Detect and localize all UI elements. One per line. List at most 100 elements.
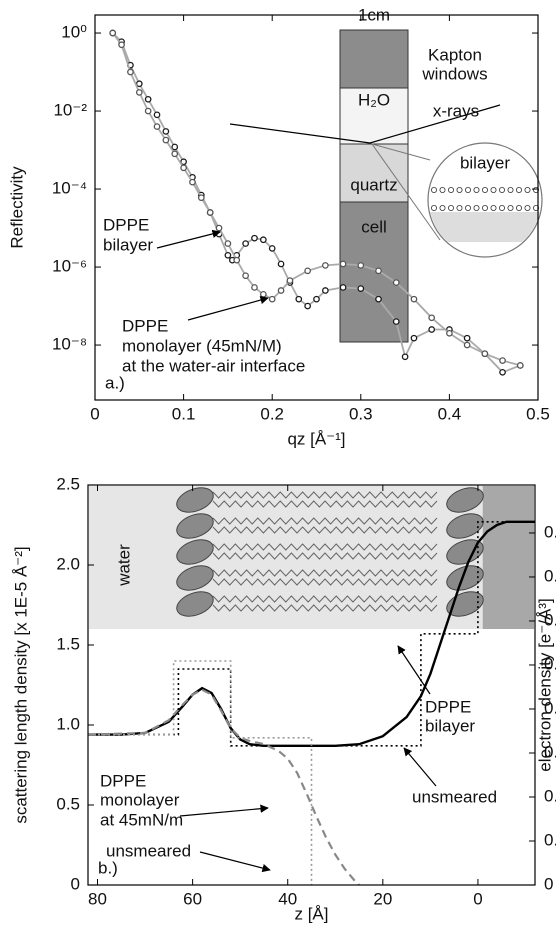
profile-line [88, 660, 313, 885]
lipid-tail [212, 569, 438, 577]
annotation-text: Kapton [428, 45, 482, 64]
zoom-line [371, 143, 431, 161]
data-point [410, 334, 418, 342]
y2-tick-label: 0.6 [544, 610, 556, 629]
lipid-head [507, 186, 514, 193]
data-point [109, 29, 117, 37]
data-point [463, 334, 471, 342]
y2-tick-label: 0.7 [544, 566, 556, 585]
y2-tick-label: 0.8 [544, 522, 556, 541]
lipid-head [473, 186, 480, 193]
lipid-head [176, 513, 214, 539]
x-tick-label: 0.1 [172, 404, 196, 423]
y-axis-label: Reflectivity [7, 166, 26, 249]
zoom-line [371, 143, 441, 241]
x-ray-beam [229, 123, 371, 144]
x-tick-label: 80 [88, 889, 107, 908]
data-point [463, 341, 471, 349]
lipid-tail [212, 543, 438, 551]
profile-line [87, 688, 360, 886]
lipid-head [447, 186, 454, 193]
lipid-head [473, 204, 480, 211]
annotation-arrow [187, 295, 269, 321]
data-point [135, 80, 143, 88]
annotation-arrow [156, 229, 221, 249]
lipid-head [439, 186, 446, 193]
x-tick-label: 60 [183, 889, 202, 908]
lipid-head [456, 186, 463, 193]
annotation-text: bilayer [103, 235, 153, 254]
y2-tick-label: 0.3 [544, 742, 556, 761]
cell-quartz [339, 143, 409, 203]
lipid-head [498, 186, 505, 193]
y2-tick-label: 0.4 [544, 698, 556, 717]
annotation-text: DPPE [425, 697, 471, 716]
y-tick-label: 1.5 [56, 634, 80, 653]
x-tick-label: 20 [373, 889, 392, 908]
y2-tick-label: 0.5 [544, 654, 556, 673]
lipid-head [176, 591, 214, 617]
annotation-text: H₂O [358, 90, 390, 109]
data-point [410, 295, 418, 303]
data-point [268, 245, 276, 252]
data-point [224, 240, 232, 247]
data-point [304, 267, 311, 275]
lipid-head [490, 186, 497, 193]
y-tick-label: 10⁻⁶ [52, 257, 87, 276]
data-point [171, 143, 179, 151]
data-point [127, 68, 134, 76]
data-point [197, 194, 205, 202]
data-point [375, 267, 382, 275]
inset-label: water [114, 544, 133, 587]
data-point [180, 164, 187, 172]
lipid-head [439, 204, 446, 211]
lipid-head [507, 204, 514, 211]
data-point [357, 285, 365, 292]
data-point [242, 272, 249, 280]
lipid-head [490, 204, 497, 211]
annotation-text: DPPE [122, 316, 168, 335]
lipid-head [176, 487, 214, 513]
data-point [481, 350, 489, 358]
data-point [446, 329, 453, 337]
y-tick-label: 10⁻⁸ [52, 335, 87, 354]
x-axis-label: z [Å] [294, 904, 328, 923]
annotation-text: at 45mN/m [100, 810, 183, 829]
y2-tick-label: 0.2 [544, 786, 556, 805]
lipid-head [176, 539, 214, 565]
panel-label: b.) [98, 858, 118, 877]
data-point [375, 295, 382, 303]
lipid-head [446, 565, 484, 591]
plot-frame [87, 484, 536, 886]
data-point [499, 357, 506, 364]
annotation-arrow [199, 851, 271, 873]
data-point [401, 353, 409, 361]
y-tick-label: 2.0 [56, 554, 80, 573]
y-tick-label: 10⁻⁴ [52, 179, 87, 198]
lipid-tail [212, 552, 438, 560]
data-point [215, 224, 223, 232]
x-tick-label: 0.5 [526, 404, 550, 423]
data-point [251, 234, 258, 242]
lipid-head [498, 204, 505, 211]
cell-top [339, 29, 409, 89]
data-point [357, 262, 365, 269]
data-point [295, 295, 303, 303]
annotation-arrow [403, 747, 437, 787]
annotation-text: monolayer (45mN/M) [122, 336, 282, 355]
annotation-text: x-rays [433, 101, 479, 120]
lipid-head [533, 204, 540, 211]
profile-line [88, 520, 535, 747]
x-tick-label: 0.3 [349, 404, 373, 423]
y2-tick-label: 0.1 [544, 830, 556, 849]
x-tick-label: 0 [473, 889, 482, 908]
lipid-head [446, 513, 484, 539]
data-point [313, 295, 320, 303]
lipid-tail [212, 578, 438, 586]
lipid-head [430, 186, 437, 193]
lipid-head [447, 204, 454, 211]
lipid-head [446, 487, 484, 513]
lipid-head [481, 204, 488, 211]
data-point [339, 284, 347, 291]
